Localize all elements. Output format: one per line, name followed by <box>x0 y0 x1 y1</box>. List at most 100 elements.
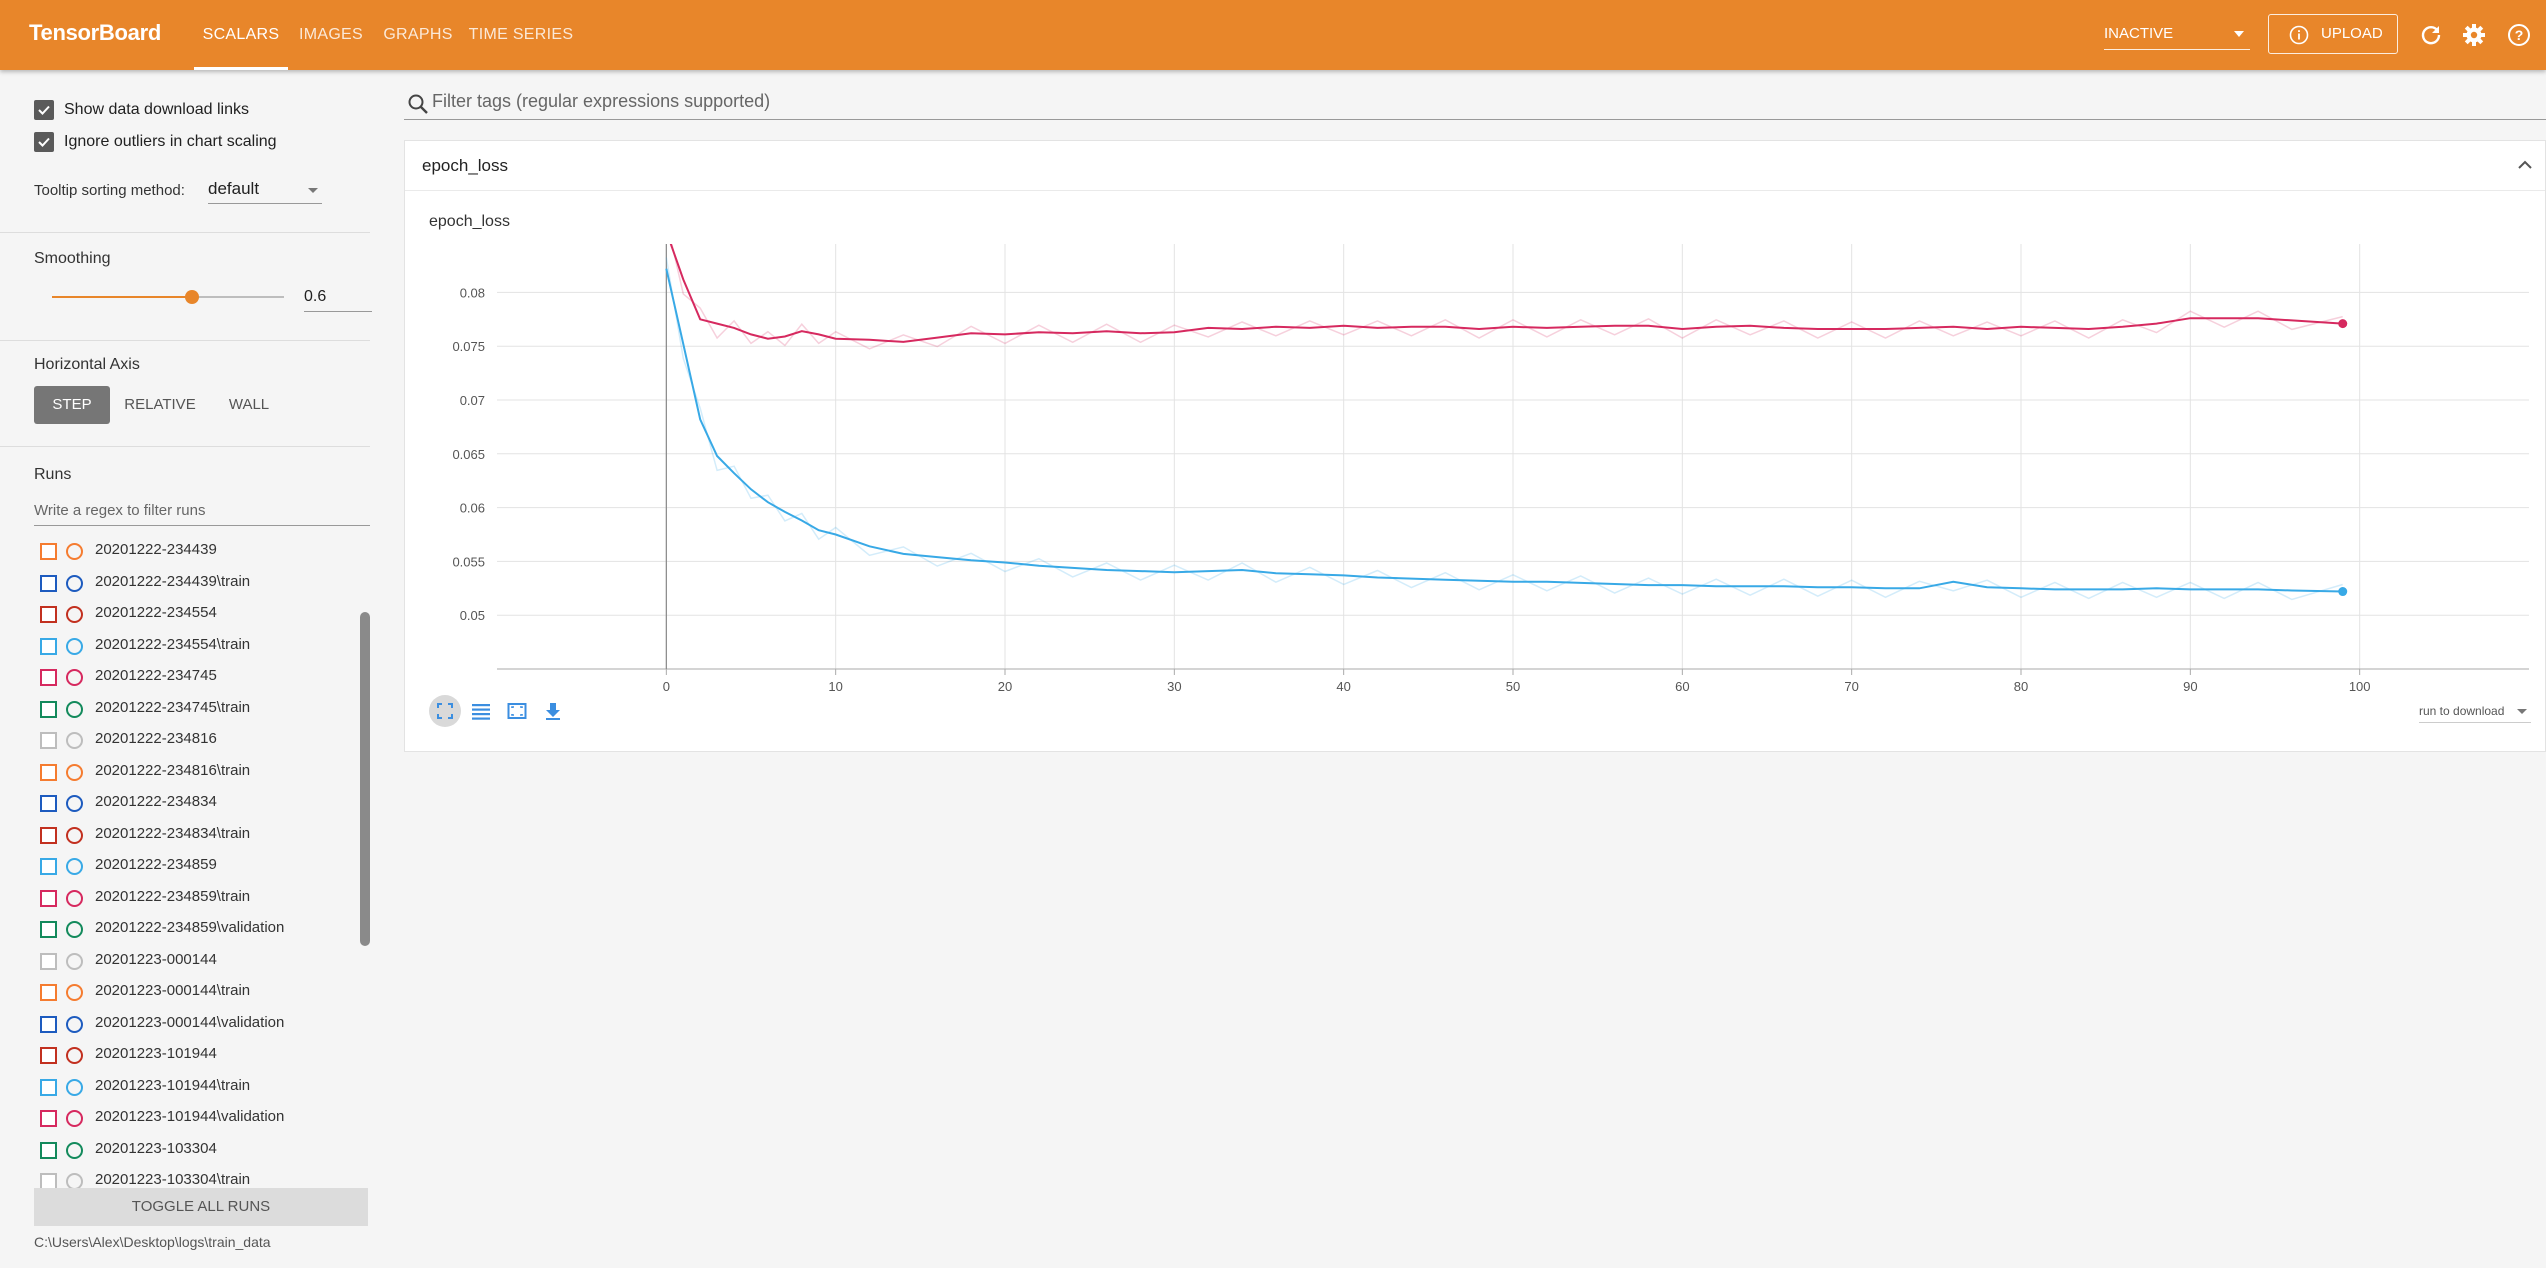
slider-fill <box>52 296 192 298</box>
run-checkbox[interactable] <box>40 700 57 718</box>
runs-filter-placeholder: Write a regex to filter runs <box>34 502 206 519</box>
run-item[interactable]: 20201222-234816\train <box>34 757 354 785</box>
show-download-links-label: Show data download links <box>64 101 250 118</box>
run-item[interactable]: 20201222-234439\train <box>34 568 354 596</box>
card-header[interactable]: epoch_loss <box>405 141 2545 191</box>
run-item[interactable]: 20201223-000144\train <box>34 977 354 1005</box>
run-item[interactable]: 20201222-234554 <box>34 599 354 627</box>
tag-filter-input[interactable]: Filter tags (regular expressions support… <box>404 86 2546 120</box>
run-checkbox[interactable] <box>40 858 57 875</box>
run-name: 20201222-234745\train <box>95 698 251 716</box>
run-checkbox[interactable] <box>40 921 57 938</box>
download-data-button[interactable] <box>537 695 569 727</box>
series-raw-line <box>671 244 2343 350</box>
run-checkbox[interactable] <box>40 889 57 907</box>
run-item[interactable]: 20201223-000144 <box>34 946 354 974</box>
run-item[interactable]: 20201222-234859\train <box>34 883 354 911</box>
reload-status-select[interactable]: INACTIVE <box>2104 18 2250 50</box>
run-item[interactable]: 20201223-000144\validation <box>34 1009 354 1037</box>
chevron-down-icon <box>2234 31 2244 37</box>
run-checkbox[interactable] <box>40 763 57 781</box>
smoothing-value-input[interactable]: 0.6 <box>304 284 372 312</box>
slider-thumb[interactable] <box>185 290 199 304</box>
run-checkbox[interactable] <box>40 984 57 1001</box>
run-name: 20201222-234745 <box>95 667 217 684</box>
run-color-icon <box>66 952 83 970</box>
tab-time-series[interactable]: TIME SERIES <box>468 0 574 70</box>
run-item[interactable]: 20201222-234816 <box>34 725 354 753</box>
run-name: 20201223-000144 <box>95 950 217 968</box>
line-chart[interactable]: 0 10 20 30 40 50 60 70 80 90 100 0.05 0.055 0.06 0.065… <box>405 141 2545 751</box>
tab-graphs[interactable]: GRAPHS <box>380 0 456 70</box>
runs-list: 20201222-234439 20201222-234439\train 2020… <box>34 536 354 1191</box>
run-item[interactable]: 20201222-234439 <box>34 536 354 564</box>
tooltip-sorting-label: Tooltip sorting method: <box>34 182 185 199</box>
run-item[interactable]: 20201222-234834 <box>34 788 354 816</box>
run-checkbox[interactable] <box>40 732 57 749</box>
run-item[interactable]: 20201223-101944\validation <box>34 1103 354 1131</box>
run-name: 20201223-101944\validation <box>95 1108 285 1125</box>
chevron-up-icon[interactable] <box>2517 159 2533 171</box>
run-checkbox[interactable] <box>40 637 57 655</box>
tab-scalars[interactable]: SCALARS <box>194 0 288 70</box>
download-icon <box>546 703 560 720</box>
run-item[interactable]: 20201222-234745 <box>34 662 354 690</box>
run-item[interactable]: 20201222-234554\train <box>34 631 354 659</box>
run-name: 20201222-234439 <box>95 541 217 558</box>
run-checkbox[interactable] <box>40 1078 57 1096</box>
runs-filter-input[interactable]: Write a regex to filter runs <box>34 496 370 526</box>
tab-images-label: IMAGES <box>298 26 364 43</box>
run-name: 20201223-101944 <box>95 1045 217 1062</box>
tab-graphs-label: GRAPHS <box>383 26 453 43</box>
run-item[interactable]: 20201222-234834\train <box>34 820 354 848</box>
fullscreen-icon <box>437 703 453 719</box>
run-item[interactable]: 20201222-234859\validation <box>34 914 354 942</box>
axis-relative-button[interactable]: RELATIVE <box>120 386 200 424</box>
run-checkbox[interactable] <box>40 952 57 970</box>
logdir-path: C:\Users\Alex\Desktop\logs\train_data <box>34 1234 271 1250</box>
ignore-outliers-checkbox[interactable]: Ignore outliers in chart scaling <box>34 130 277 154</box>
gear-icon[interactable] <box>2461 22 2487 48</box>
run-checkbox[interactable] <box>40 606 57 623</box>
fit-domain-button[interactable] <box>429 695 461 727</box>
run-to-download-select[interactable]: run to download <box>2419 701 2531 723</box>
run-color-icon <box>66 763 83 781</box>
smoothing-slider[interactable] <box>52 290 284 304</box>
run-checkbox[interactable] <box>40 826 57 844</box>
show-download-links-checkbox[interactable]: Show data download links <box>34 98 249 122</box>
run-checkbox[interactable] <box>40 1015 57 1033</box>
run-checkbox[interactable] <box>40 543 57 560</box>
axis-wall-label: WALL <box>228 396 270 413</box>
help-icon[interactable]: ? <box>2506 22 2532 48</box>
run-item[interactable]: 20201223-103304\train <box>34 1166 354 1191</box>
axis-relative-label: RELATIVE <box>124 396 196 413</box>
run-checkbox[interactable] <box>40 1110 57 1127</box>
sidebar: Show data download links Ignore outliers… <box>0 72 372 1268</box>
run-checkbox[interactable] <box>40 795 57 812</box>
tooltip-sorting-select[interactable]: default <box>208 176 322 204</box>
run-checkbox[interactable] <box>40 669 57 686</box>
upload-button[interactable]: UPLOAD <box>2268 14 2398 54</box>
run-color-icon <box>66 606 83 623</box>
run-checkbox[interactable] <box>40 1047 57 1064</box>
select-zoom-button[interactable] <box>501 695 533 727</box>
run-item[interactable]: 20201223-101944\train <box>34 1072 354 1100</box>
tooltip-sorting-value: default <box>208 179 260 198</box>
toggle-all-runs-button[interactable]: TOGGLE ALL RUNS <box>34 1188 368 1226</box>
run-checkbox[interactable] <box>40 1141 57 1159</box>
axis-wall-button[interactable]: WALL <box>216 386 282 424</box>
run-item[interactable]: 20201223-101944 <box>34 1040 354 1068</box>
run-to-download-label: run to download <box>2419 704 2505 718</box>
toggle-log-scale-button[interactable] <box>465 695 497 727</box>
run-color-icon <box>66 826 83 844</box>
run-checkbox[interactable] <box>40 574 57 592</box>
run-item[interactable]: 20201222-234745\train <box>34 694 354 722</box>
axis-step-button[interactable]: STEP <box>34 386 110 424</box>
refresh-icon[interactable] <box>2418 22 2444 48</box>
run-item[interactable]: 20201223-103304 <box>34 1135 354 1163</box>
run-item[interactable]: 20201222-234859 <box>34 851 354 879</box>
run-name: 20201222-234859 <box>95 856 217 873</box>
series-end-point <box>2338 319 2348 329</box>
tab-images[interactable]: IMAGES <box>296 0 366 70</box>
runs-scrollbar[interactable] <box>360 612 370 946</box>
